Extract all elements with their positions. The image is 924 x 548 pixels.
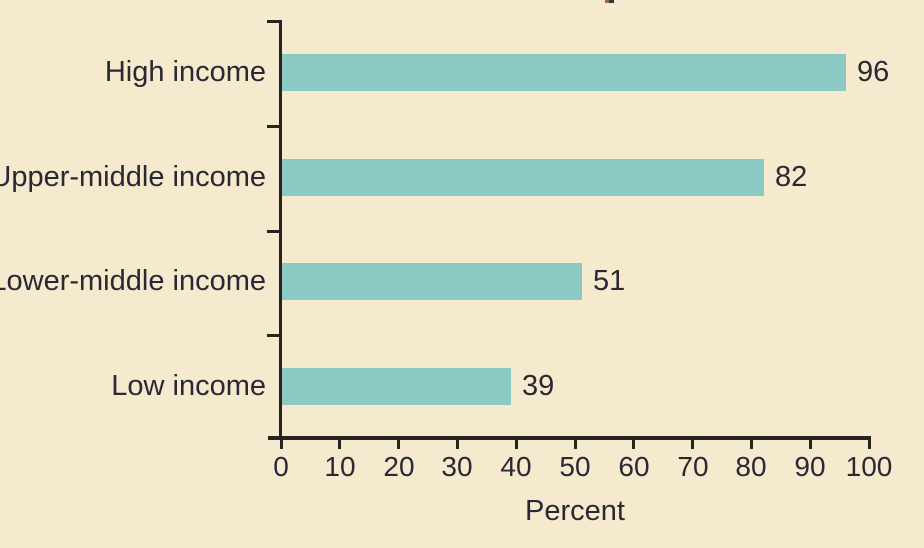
- x-axis-tick: [750, 440, 753, 449]
- x-tick-label: 50: [559, 451, 591, 482]
- x-tick-label: 80: [735, 451, 767, 482]
- x-tick-label: 10: [324, 451, 356, 482]
- bar: [282, 368, 511, 405]
- category-label: Low income: [111, 370, 266, 402]
- x-axis-tick: [868, 440, 871, 449]
- x-tick-label: 20: [383, 451, 415, 482]
- x-tick-label: 0: [273, 451, 289, 482]
- x-tick-label: 70: [677, 451, 709, 482]
- y-axis-tick: [267, 334, 280, 337]
- x-tick-label: 60: [618, 451, 650, 482]
- category-label: Lower-middle income: [0, 265, 266, 297]
- y-axis-line: [279, 20, 282, 438]
- bar-value-label: 82: [775, 161, 808, 193]
- x-axis-line: [268, 436, 871, 440]
- category-label: Upper-middle income: [0, 161, 266, 193]
- x-tick-label: 30: [441, 451, 473, 482]
- x-axis-tick: [515, 440, 518, 449]
- bar-value-label: 51: [593, 265, 626, 297]
- y-axis-tick: [267, 20, 280, 23]
- bar: [282, 54, 846, 91]
- x-tick-label: 40: [500, 451, 532, 482]
- x-axis-tick: [397, 440, 400, 449]
- x-axis-tick: [574, 440, 577, 449]
- bar: [282, 263, 582, 300]
- bar: [282, 159, 764, 196]
- bar-value-label: 39: [522, 370, 555, 402]
- x-axis-title: Percent: [525, 495, 625, 527]
- x-axis-tick: [632, 440, 635, 449]
- y-axis-tick: [267, 125, 280, 128]
- x-tick-label: 90: [794, 451, 826, 482]
- cropped-title-artifact: [609, 0, 614, 3]
- x-axis-tick: [280, 440, 283, 449]
- cropped-title-artifact: [605, 0, 609, 3]
- x-axis-tick: [338, 440, 341, 449]
- y-axis-tick: [267, 230, 280, 233]
- x-axis-tick: [456, 440, 459, 449]
- x-axis-tick: [691, 440, 694, 449]
- x-tick-label: 100: [845, 451, 893, 482]
- category-label: High income: [104, 56, 266, 88]
- bar-value-label: 96: [857, 56, 890, 88]
- x-axis-tick: [809, 440, 812, 449]
